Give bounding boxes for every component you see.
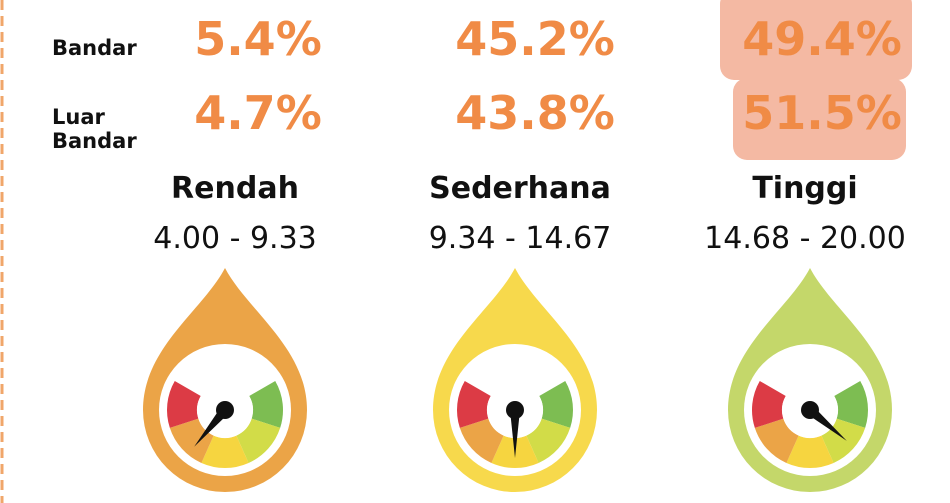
percentage: 45.2% xyxy=(455,12,615,66)
gauge-segment xyxy=(236,418,281,463)
gauge-segment xyxy=(752,381,786,428)
highlight xyxy=(720,0,912,80)
gauge-drop xyxy=(728,268,892,493)
gauge-segment xyxy=(459,418,504,463)
percentage: 51.5% xyxy=(742,86,902,140)
range: 9.34 - 14.67 xyxy=(429,221,612,256)
row-label: Bandar xyxy=(52,36,137,60)
gauge-segment xyxy=(526,418,571,463)
category: Tinggi xyxy=(752,171,857,206)
gauge-segment xyxy=(786,435,834,468)
gauge-segment xyxy=(834,381,868,428)
highlight xyxy=(733,78,906,160)
needle-knob xyxy=(216,401,234,419)
gauge-segment xyxy=(539,381,573,428)
gauge-segment xyxy=(249,381,283,428)
percentage: 4.7% xyxy=(194,86,322,140)
percentage: 49.4% xyxy=(742,12,902,66)
gauge-segment xyxy=(457,381,491,428)
needle-knob xyxy=(506,401,524,419)
percentage: 5.4% xyxy=(194,12,322,66)
gauge-drop xyxy=(143,268,307,493)
gauge-segment xyxy=(754,418,799,463)
gauge-drop xyxy=(433,268,597,493)
gauge-segment xyxy=(201,435,249,468)
category: Sederhana xyxy=(429,171,611,206)
range: 14.68 - 20.00 xyxy=(704,221,906,256)
percentage: 43.8% xyxy=(455,86,615,140)
gauge-segment xyxy=(169,418,214,463)
content: 5.4% 45.2% 49.4% 4.7% 43.8% 51.5% Rendah 4.00 -… xyxy=(143,12,906,493)
row-label: Luar Bandar xyxy=(52,105,137,153)
range: 4.00 - 9.33 xyxy=(153,221,317,256)
category: Rendah xyxy=(171,171,299,206)
needle-knob xyxy=(801,401,819,419)
gauge-segment xyxy=(167,381,201,428)
needle xyxy=(510,410,520,458)
